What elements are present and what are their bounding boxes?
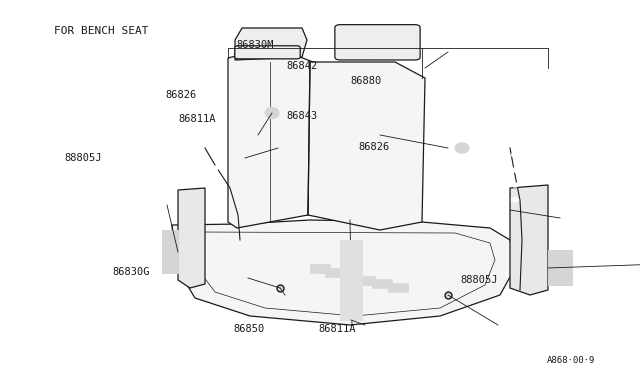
Circle shape (211, 180, 219, 184)
Text: 86826: 86826 (358, 142, 390, 151)
Text: 86830G: 86830G (112, 267, 150, 276)
Circle shape (211, 153, 219, 157)
Polygon shape (308, 62, 425, 230)
Bar (340, 240, 362, 320)
Text: 86842: 86842 (287, 61, 318, 71)
Text: 86811A: 86811A (319, 324, 356, 334)
FancyBboxPatch shape (235, 46, 300, 59)
Text: 86880: 86880 (351, 76, 382, 86)
Circle shape (211, 194, 219, 198)
Bar (325, 268, 344, 277)
Circle shape (511, 183, 519, 187)
Bar (162, 230, 178, 273)
Text: 88805J: 88805J (64, 153, 102, 163)
Bar (355, 276, 374, 285)
Text: 86826: 86826 (165, 90, 196, 100)
Circle shape (511, 198, 519, 202)
Circle shape (511, 168, 519, 172)
FancyBboxPatch shape (335, 25, 420, 60)
Bar (388, 283, 408, 292)
Text: 88805J: 88805J (461, 275, 499, 285)
Polygon shape (510, 185, 548, 295)
Ellipse shape (455, 143, 469, 153)
Circle shape (211, 166, 219, 170)
Ellipse shape (265, 108, 279, 119)
Polygon shape (178, 188, 205, 288)
Bar (372, 279, 392, 288)
Circle shape (211, 208, 219, 212)
Text: 86811A: 86811A (178, 114, 216, 124)
Text: 86843: 86843 (287, 111, 318, 121)
Bar (548, 250, 572, 285)
Text: 86850: 86850 (234, 324, 265, 334)
Bar (310, 264, 330, 273)
Polygon shape (235, 28, 307, 60)
Circle shape (511, 153, 519, 157)
Polygon shape (172, 220, 515, 325)
Text: FOR BENCH SEAT: FOR BENCH SEAT (54, 26, 149, 35)
Text: A868·00·9: A868·00·9 (547, 356, 596, 365)
Text: 86830M: 86830M (237, 40, 275, 49)
Polygon shape (228, 55, 313, 228)
Bar (340, 272, 360, 281)
